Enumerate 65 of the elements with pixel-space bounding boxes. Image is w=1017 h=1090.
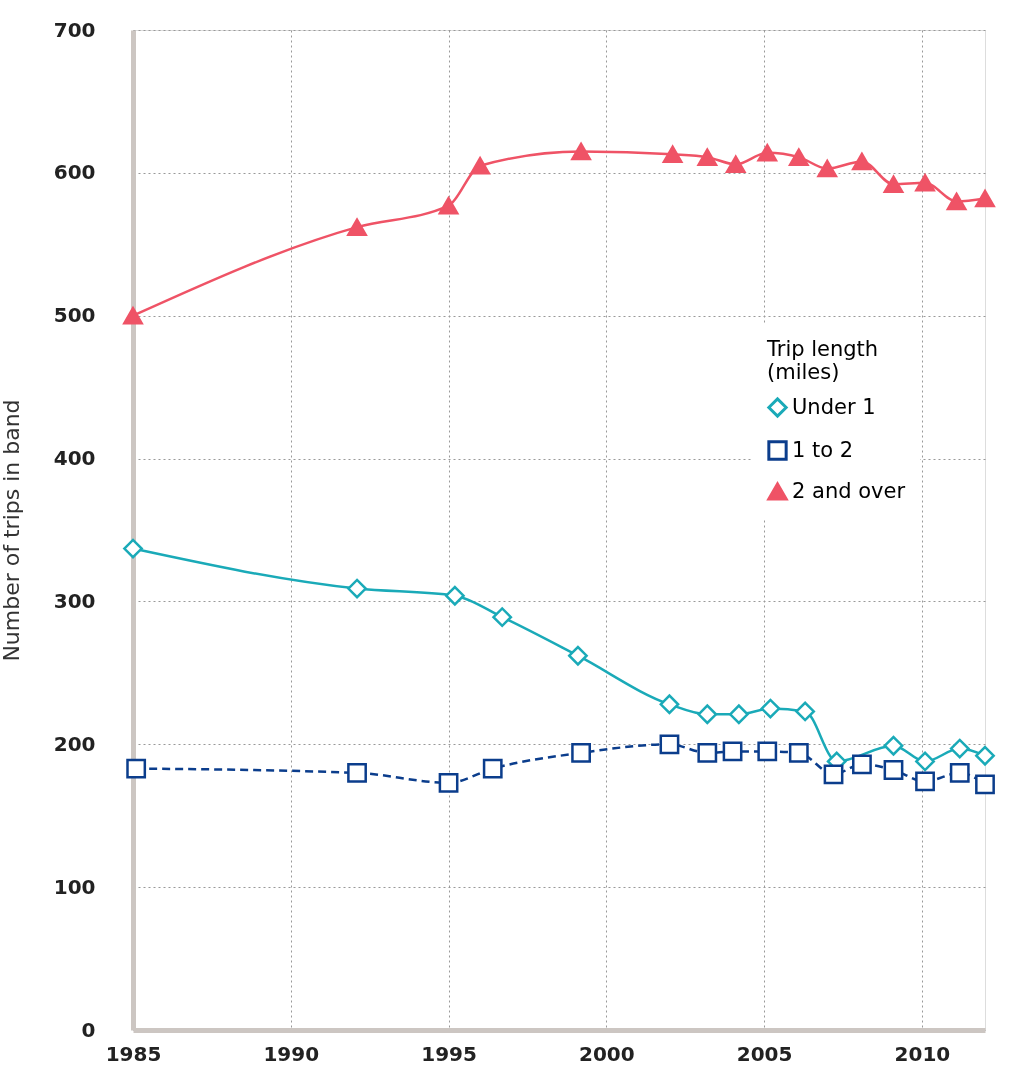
y-tick-label: 200: [53, 731, 96, 756]
y-tick-label: 600: [53, 160, 96, 185]
y-tick-label: 300: [53, 588, 96, 613]
point: [817, 159, 838, 178]
legend-label: 2 and over: [792, 478, 906, 503]
point: [438, 196, 459, 215]
point: [571, 742, 591, 763]
point: [123, 306, 143, 325]
point: [915, 771, 935, 792]
point: [662, 145, 683, 164]
point: [444, 585, 465, 606]
y-tick-label: 700: [53, 17, 96, 42]
x-tick-label: 1995: [421, 1041, 477, 1066]
point: [949, 738, 970, 759]
point: [883, 735, 904, 756]
point: [347, 578, 367, 599]
y-tick-label: 400: [53, 446, 96, 471]
point: [725, 155, 746, 174]
point: [697, 148, 718, 166]
point: [697, 742, 718, 763]
x-tick-label: 1985: [105, 1041, 162, 1066]
x-tick-label: 2005: [736, 1041, 793, 1066]
point: [915, 751, 935, 772]
point: [492, 607, 513, 628]
point: [659, 734, 680, 755]
point: [795, 701, 816, 722]
x-tick-label: 2010: [894, 1041, 951, 1066]
y-axis-title: Number of trips in band: [0, 399, 24, 662]
point: [697, 704, 718, 725]
point: [568, 645, 588, 666]
point: [975, 774, 995, 795]
point: [126, 758, 147, 779]
y-tick-label: 100: [53, 874, 96, 899]
x-tick-label: 2000: [579, 1041, 635, 1066]
point: [470, 156, 491, 175]
point: [975, 189, 995, 208]
point: [757, 741, 778, 762]
legend-label: 1 to 2: [792, 437, 854, 462]
point: [975, 745, 995, 766]
point: [823, 764, 844, 785]
point: [123, 538, 143, 559]
point: [347, 762, 367, 783]
point: [946, 192, 967, 211]
point: [852, 754, 872, 775]
point: [915, 174, 935, 192]
y-tick-label: 0: [81, 1017, 96, 1042]
point: [438, 772, 459, 793]
legend-title: Trip length (miles): [766, 337, 879, 384]
point: [347, 218, 367, 236]
point: [788, 148, 809, 166]
y-tick-label: 500: [53, 303, 96, 328]
point: [949, 762, 970, 783]
point: [883, 175, 904, 194]
point: [883, 760, 904, 780]
point: [760, 698, 781, 719]
point: [852, 152, 872, 171]
point: [722, 741, 743, 762]
legend-label: Under 1: [792, 394, 876, 419]
point: [571, 142, 591, 161]
point: [757, 144, 778, 162]
point: [788, 742, 809, 763]
point: [659, 694, 680, 715]
point: [728, 704, 749, 725]
x-tick-label: 1990: [263, 1041, 320, 1066]
point: [482, 758, 503, 779]
